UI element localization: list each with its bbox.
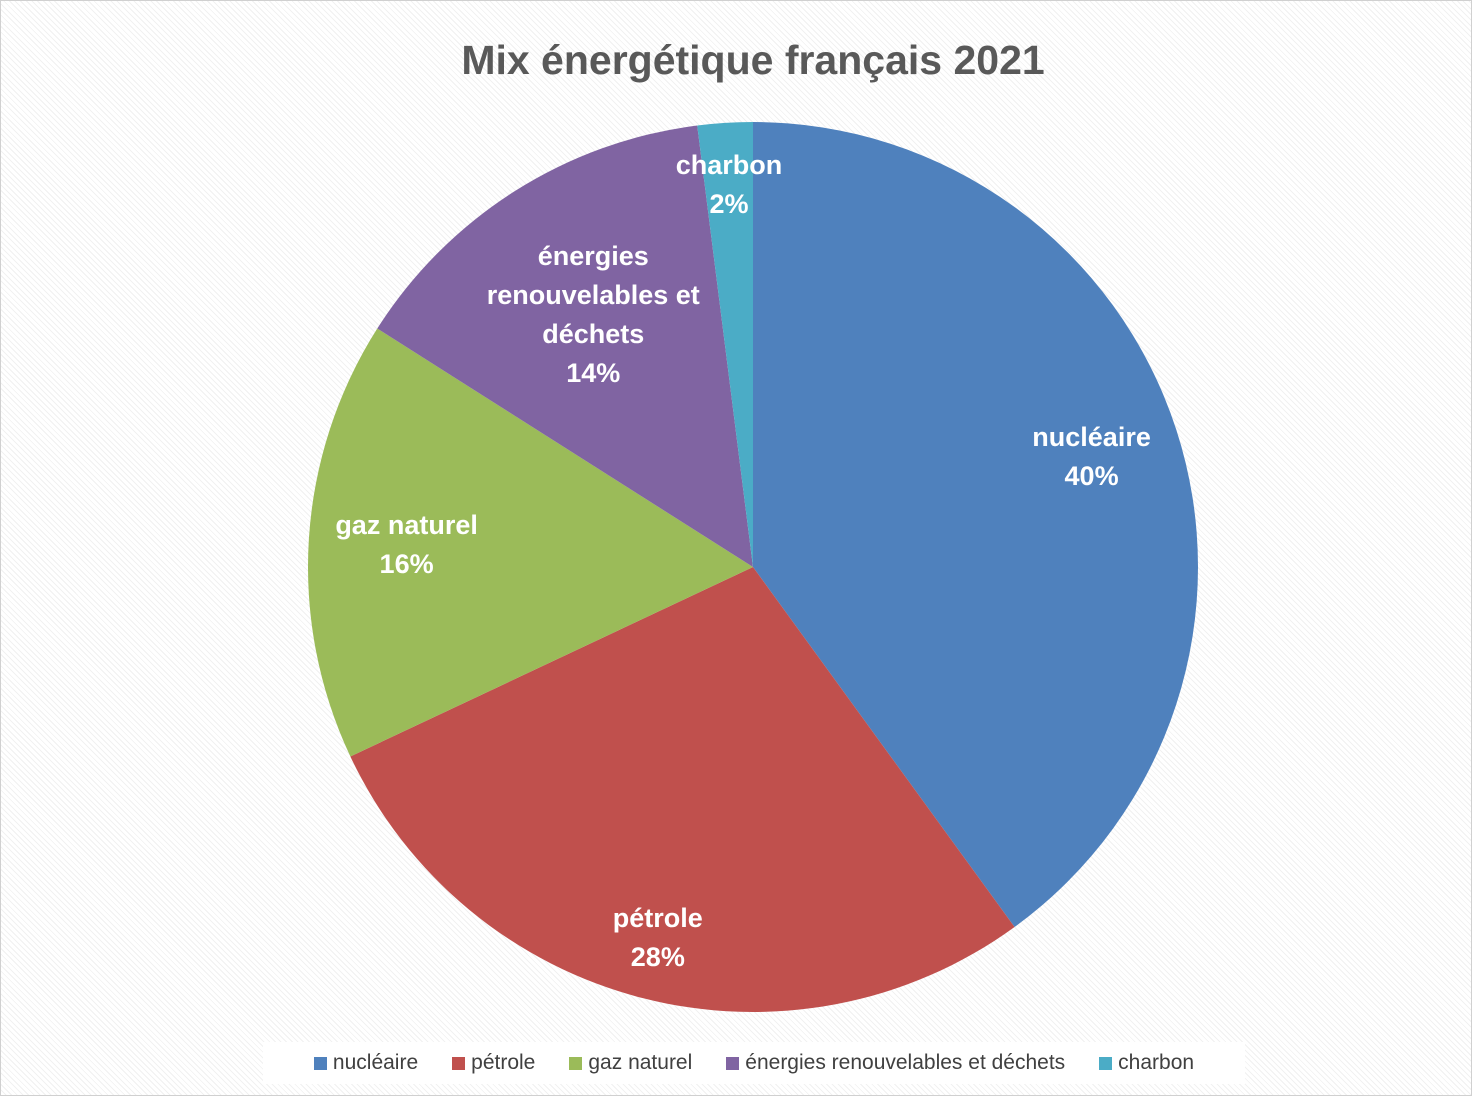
data-label-name: gaz naturel xyxy=(335,510,478,541)
data-label-name: pétrole xyxy=(612,902,703,933)
legend-label: pétrole xyxy=(471,1051,536,1074)
pie-slice xyxy=(350,567,1015,1012)
data-label-value: 16% xyxy=(379,549,434,580)
data-label: énergies renouvelables et déchets 14% xyxy=(473,237,713,393)
data-label-value: 2% xyxy=(709,189,749,220)
legend-item: gaz naturel xyxy=(569,1051,692,1075)
legend-swatch xyxy=(726,1056,740,1070)
legend-label: nucléaire xyxy=(332,1051,419,1074)
data-label-value: 28% xyxy=(630,941,685,972)
chart-title: Mix énergétique français 2021 xyxy=(461,37,1045,83)
legend-label: gaz naturel xyxy=(588,1051,693,1074)
legend-swatch xyxy=(569,1056,583,1070)
pie-slice xyxy=(753,122,1199,928)
data-label: charbon 2% xyxy=(676,146,783,224)
pie-slice xyxy=(697,122,753,567)
pie-slice xyxy=(307,328,753,757)
data-label-name: énergies renouvelables et déchets xyxy=(486,241,700,350)
legend-item: pétrole xyxy=(452,1051,535,1075)
legend-swatch xyxy=(313,1056,327,1070)
legend-item: charbon xyxy=(1099,1051,1194,1075)
data-label: gaz naturel 16% xyxy=(335,506,478,584)
legend-swatch xyxy=(452,1056,466,1070)
legend-label: charbon xyxy=(1118,1051,1195,1074)
pie-slice xyxy=(377,125,753,567)
legend-swatch xyxy=(1099,1056,1113,1070)
legend: nucléaire pétrole gaz naturel énergies reno… xyxy=(263,1042,1245,1084)
data-label-name: nucléaire xyxy=(1032,421,1151,452)
legend-item: énergies renouvelables et déchets xyxy=(726,1051,1065,1075)
data-label-value: 14% xyxy=(566,358,621,389)
data-label-name: charbon xyxy=(675,150,783,181)
data-label-value: 40% xyxy=(1064,460,1119,491)
data-label: nucléaire 40% xyxy=(1032,418,1151,496)
legend-label: énergies renouvelables et déchets xyxy=(745,1051,1066,1074)
data-label: pétrole 28% xyxy=(613,899,703,977)
legend-item: nucléaire xyxy=(313,1051,419,1075)
